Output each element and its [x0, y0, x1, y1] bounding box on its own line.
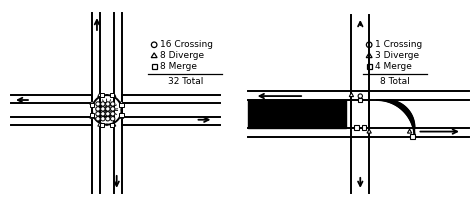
Circle shape: [151, 42, 157, 47]
Bar: [410, 134, 415, 139]
Polygon shape: [366, 53, 372, 58]
Circle shape: [100, 107, 105, 111]
Bar: [100, 122, 104, 127]
Circle shape: [100, 102, 105, 106]
Circle shape: [96, 107, 100, 111]
Circle shape: [366, 42, 372, 47]
Polygon shape: [367, 129, 371, 133]
Bar: [152, 63, 157, 69]
Bar: [90, 103, 94, 107]
Bar: [367, 63, 372, 69]
Polygon shape: [349, 93, 354, 97]
Circle shape: [96, 102, 100, 106]
Text: 4 Merge: 4 Merge: [375, 62, 412, 71]
Text: 8 Diverge: 8 Diverge: [160, 51, 204, 60]
Circle shape: [96, 112, 100, 116]
Text: 8 Merge: 8 Merge: [160, 62, 197, 71]
Bar: [119, 113, 124, 117]
Circle shape: [106, 107, 110, 111]
Polygon shape: [377, 100, 415, 138]
Text: 16 Crossing: 16 Crossing: [160, 40, 213, 49]
Circle shape: [106, 102, 110, 106]
Polygon shape: [90, 101, 94, 104]
Bar: [109, 93, 114, 97]
Polygon shape: [90, 114, 94, 118]
Bar: [362, 125, 366, 130]
Circle shape: [106, 117, 110, 121]
Text: 32 Total: 32 Total: [167, 77, 203, 86]
Polygon shape: [119, 101, 124, 104]
Bar: [100, 93, 104, 97]
Bar: [119, 103, 124, 107]
Circle shape: [106, 112, 110, 116]
Circle shape: [110, 102, 115, 106]
Text: 1 Crossing: 1 Crossing: [375, 40, 422, 49]
Polygon shape: [408, 129, 412, 133]
Circle shape: [96, 117, 100, 121]
Bar: [90, 113, 94, 117]
Text: 8 Total: 8 Total: [381, 77, 410, 86]
Circle shape: [110, 107, 115, 111]
Circle shape: [110, 117, 115, 121]
Circle shape: [100, 112, 105, 116]
Circle shape: [100, 117, 105, 121]
Polygon shape: [111, 122, 116, 126]
Polygon shape: [111, 93, 116, 97]
Circle shape: [358, 94, 363, 98]
Circle shape: [110, 112, 115, 116]
Text: 3 Diverge: 3 Diverge: [375, 51, 419, 60]
Polygon shape: [151, 53, 157, 58]
Polygon shape: [119, 114, 124, 118]
Polygon shape: [98, 93, 102, 97]
Bar: [354, 125, 358, 130]
Bar: [109, 122, 114, 127]
Bar: [358, 98, 363, 102]
Polygon shape: [98, 122, 102, 126]
